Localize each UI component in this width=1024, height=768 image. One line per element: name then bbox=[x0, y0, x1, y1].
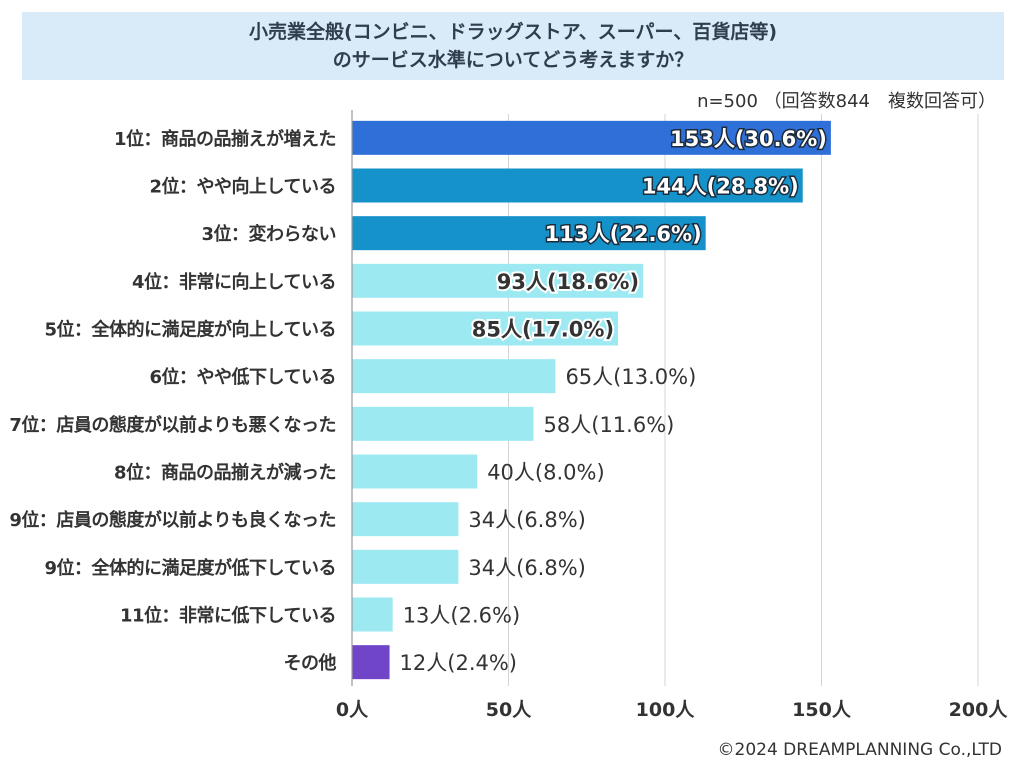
x-tick-label: 100人 bbox=[636, 699, 696, 721]
category-label: 9位：店員の態度が以前よりも良くなった bbox=[9, 509, 336, 531]
bar bbox=[352, 216, 706, 251]
data-label: 113人(22.6%) bbox=[545, 222, 702, 246]
data-label: 13人(2.6%) bbox=[403, 604, 520, 628]
chart-title-line-1: 小売業全般(コンビニ、ドラッグストア、スーパー、百貨店等) bbox=[248, 21, 778, 43]
x-tick-label: 150人 bbox=[792, 699, 852, 721]
category-label: 7位：店員の態度が以前よりも悪くなった bbox=[9, 414, 336, 436]
bar bbox=[352, 597, 393, 632]
bar bbox=[352, 311, 619, 346]
data-label: 34人(6.8%) bbox=[468, 556, 585, 580]
category-label: 1位：商品の品揃えが増えた bbox=[114, 128, 336, 150]
chart-title-box: 小売業全般(コンビニ、ドラッグストア、スーパー、百貨店等) のサービス水準につい… bbox=[22, 12, 1004, 80]
category-label: その他 bbox=[284, 652, 337, 674]
category-label: 4位：非常に向上している bbox=[132, 271, 336, 293]
bar bbox=[352, 120, 831, 155]
data-label: 65人(13.0%) bbox=[565, 365, 696, 389]
category-label: 9位：全体的に満足度が低下している bbox=[45, 557, 336, 579]
bar bbox=[352, 549, 459, 584]
category-label: 6位：やや低下している bbox=[150, 366, 336, 388]
x-tick-label: 50人 bbox=[486, 699, 532, 721]
data-label: 40人(8.0%) bbox=[487, 461, 604, 485]
category-label: 3位：変わらない bbox=[201, 223, 336, 245]
copyright-notice: ©2024 DREAMPLANNING Co.,LTD bbox=[717, 740, 1002, 760]
data-label: 58人(11.6%) bbox=[544, 413, 675, 437]
bar bbox=[352, 263, 644, 298]
category-label: 8位：商品の品揃えが減った bbox=[114, 462, 336, 484]
data-label: 12人(2.4%) bbox=[400, 651, 517, 675]
bar bbox=[352, 168, 803, 203]
data-label: 144人(28.8%) bbox=[642, 175, 799, 199]
data-label: 153人(30.6%) bbox=[670, 127, 827, 151]
x-tick-label: 0人 bbox=[336, 699, 369, 721]
chart-title-line-2: のサービス水準についてどう考えますか？ bbox=[332, 49, 694, 71]
bar bbox=[352, 359, 556, 394]
category-label: 11位：非常に低下している bbox=[120, 605, 336, 627]
data-label: 85人(17.0%) bbox=[472, 318, 614, 342]
sample-size-note: n=500 （回答数844 複数回答可） bbox=[697, 91, 996, 112]
category-label: 5位：全体的に満足度が向上している bbox=[45, 319, 336, 341]
bar bbox=[352, 454, 478, 489]
bar bbox=[352, 502, 459, 537]
data-label: 34人(6.8%) bbox=[468, 508, 585, 532]
category-label: 2位：やや向上している bbox=[150, 176, 336, 198]
bar bbox=[352, 645, 390, 680]
bar bbox=[352, 406, 534, 441]
x-tick-label: 200人 bbox=[949, 699, 1009, 721]
data-label: 93人(18.6%) bbox=[497, 270, 639, 294]
